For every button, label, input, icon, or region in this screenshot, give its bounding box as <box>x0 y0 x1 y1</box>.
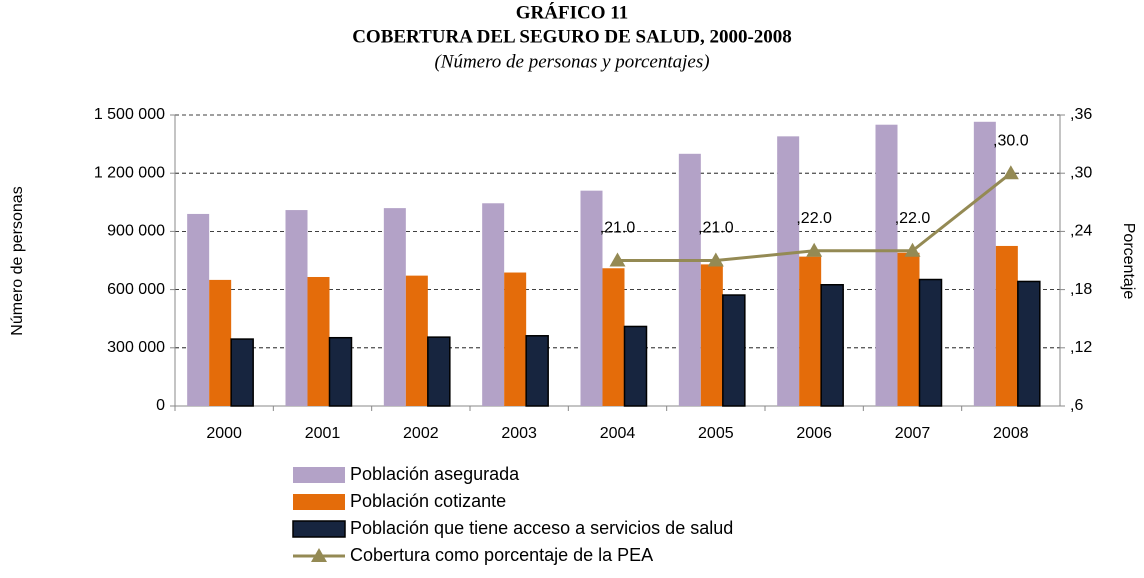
marker <box>609 252 626 267</box>
legend-label: Cobertura como porcentaje de la PEA <box>350 545 653 565</box>
bar <box>602 268 625 406</box>
bar <box>678 153 701 406</box>
y-axis-label: Número de personas <box>9 186 26 335</box>
bar <box>918 278 943 407</box>
bar <box>580 190 603 406</box>
data-label: ,22.0 <box>796 210 832 227</box>
x-tick-label: 2004 <box>600 425 636 442</box>
bar <box>1017 280 1041 407</box>
bar <box>187 213 210 406</box>
bar <box>383 208 406 406</box>
x-tick-label: 2003 <box>501 425 537 442</box>
bar <box>285 210 308 406</box>
data-label: ,21.0 <box>600 220 636 237</box>
x-tick-label: 2002 <box>403 425 439 442</box>
marker <box>707 252 724 267</box>
bar <box>820 284 844 407</box>
bar <box>405 275 428 406</box>
legend-label: Población asegurada <box>350 464 520 484</box>
marker <box>806 242 823 257</box>
y-tick-label: 1 500 000 <box>94 106 165 123</box>
marker <box>904 242 921 257</box>
y2-tick-label: ,30 <box>1070 164 1092 181</box>
y2-tick-label: ,24 <box>1070 223 1092 240</box>
y-tick-label: 900 000 <box>107 223 165 240</box>
bar <box>722 294 746 407</box>
x-tick-label: 2000 <box>206 425 242 442</box>
x-tick-label: 2007 <box>895 425 931 442</box>
bar <box>897 252 920 406</box>
bar <box>973 121 996 406</box>
y2-tick-label: ,18 <box>1070 281 1092 298</box>
data-label: ,22.0 <box>895 210 931 227</box>
y2-tick-label: ,6 <box>1070 397 1083 414</box>
x-tick-label: 2005 <box>698 425 734 442</box>
bar <box>700 264 723 406</box>
chart-note: (Número de personas y porcentajes) <box>434 51 709 72</box>
bar <box>623 325 648 407</box>
legend-swatch <box>293 494 345 510</box>
bar <box>799 256 822 406</box>
y-tick-label: 600 000 <box>107 281 165 298</box>
bar <box>504 272 527 406</box>
data-label: ,21.0 <box>698 220 734 237</box>
bar <box>525 335 549 407</box>
y-tick-label: 300 000 <box>107 339 165 356</box>
bar <box>209 279 232 406</box>
x-tick-label: 2008 <box>993 425 1029 442</box>
data-label: ,30.0 <box>993 132 1029 149</box>
legend-swatch <box>293 467 345 483</box>
bar <box>777 136 800 406</box>
chart-title: GRÁFICO 11 <box>516 1 628 23</box>
y-tick-label: 1 200 000 <box>94 164 165 181</box>
y-tick-label: 0 <box>156 397 165 414</box>
legend-label: Población que tiene acceso a servicios d… <box>350 518 733 538</box>
y2-tick-label: ,12 <box>1070 339 1092 356</box>
bar <box>995 245 1018 406</box>
x-tick-label: 2001 <box>305 425 341 442</box>
y2-tick-label: ,36 <box>1070 106 1092 123</box>
bar <box>427 336 451 407</box>
chart-subtitle: COBERTURA DEL SEGURO DE SALUD, 2000-2008 <box>352 26 792 47</box>
y2-axis-label: Porcentaje <box>1120 223 1137 300</box>
bar <box>307 276 330 406</box>
legend-swatch <box>292 520 346 538</box>
bar <box>328 336 353 407</box>
bar <box>875 124 898 406</box>
legend-swatch <box>311 548 327 562</box>
bar <box>482 203 505 406</box>
x-tick-label: 2006 <box>796 425 832 442</box>
marker <box>1002 165 1019 180</box>
bar <box>230 338 254 407</box>
legend-label: Población cotizante <box>350 491 506 511</box>
